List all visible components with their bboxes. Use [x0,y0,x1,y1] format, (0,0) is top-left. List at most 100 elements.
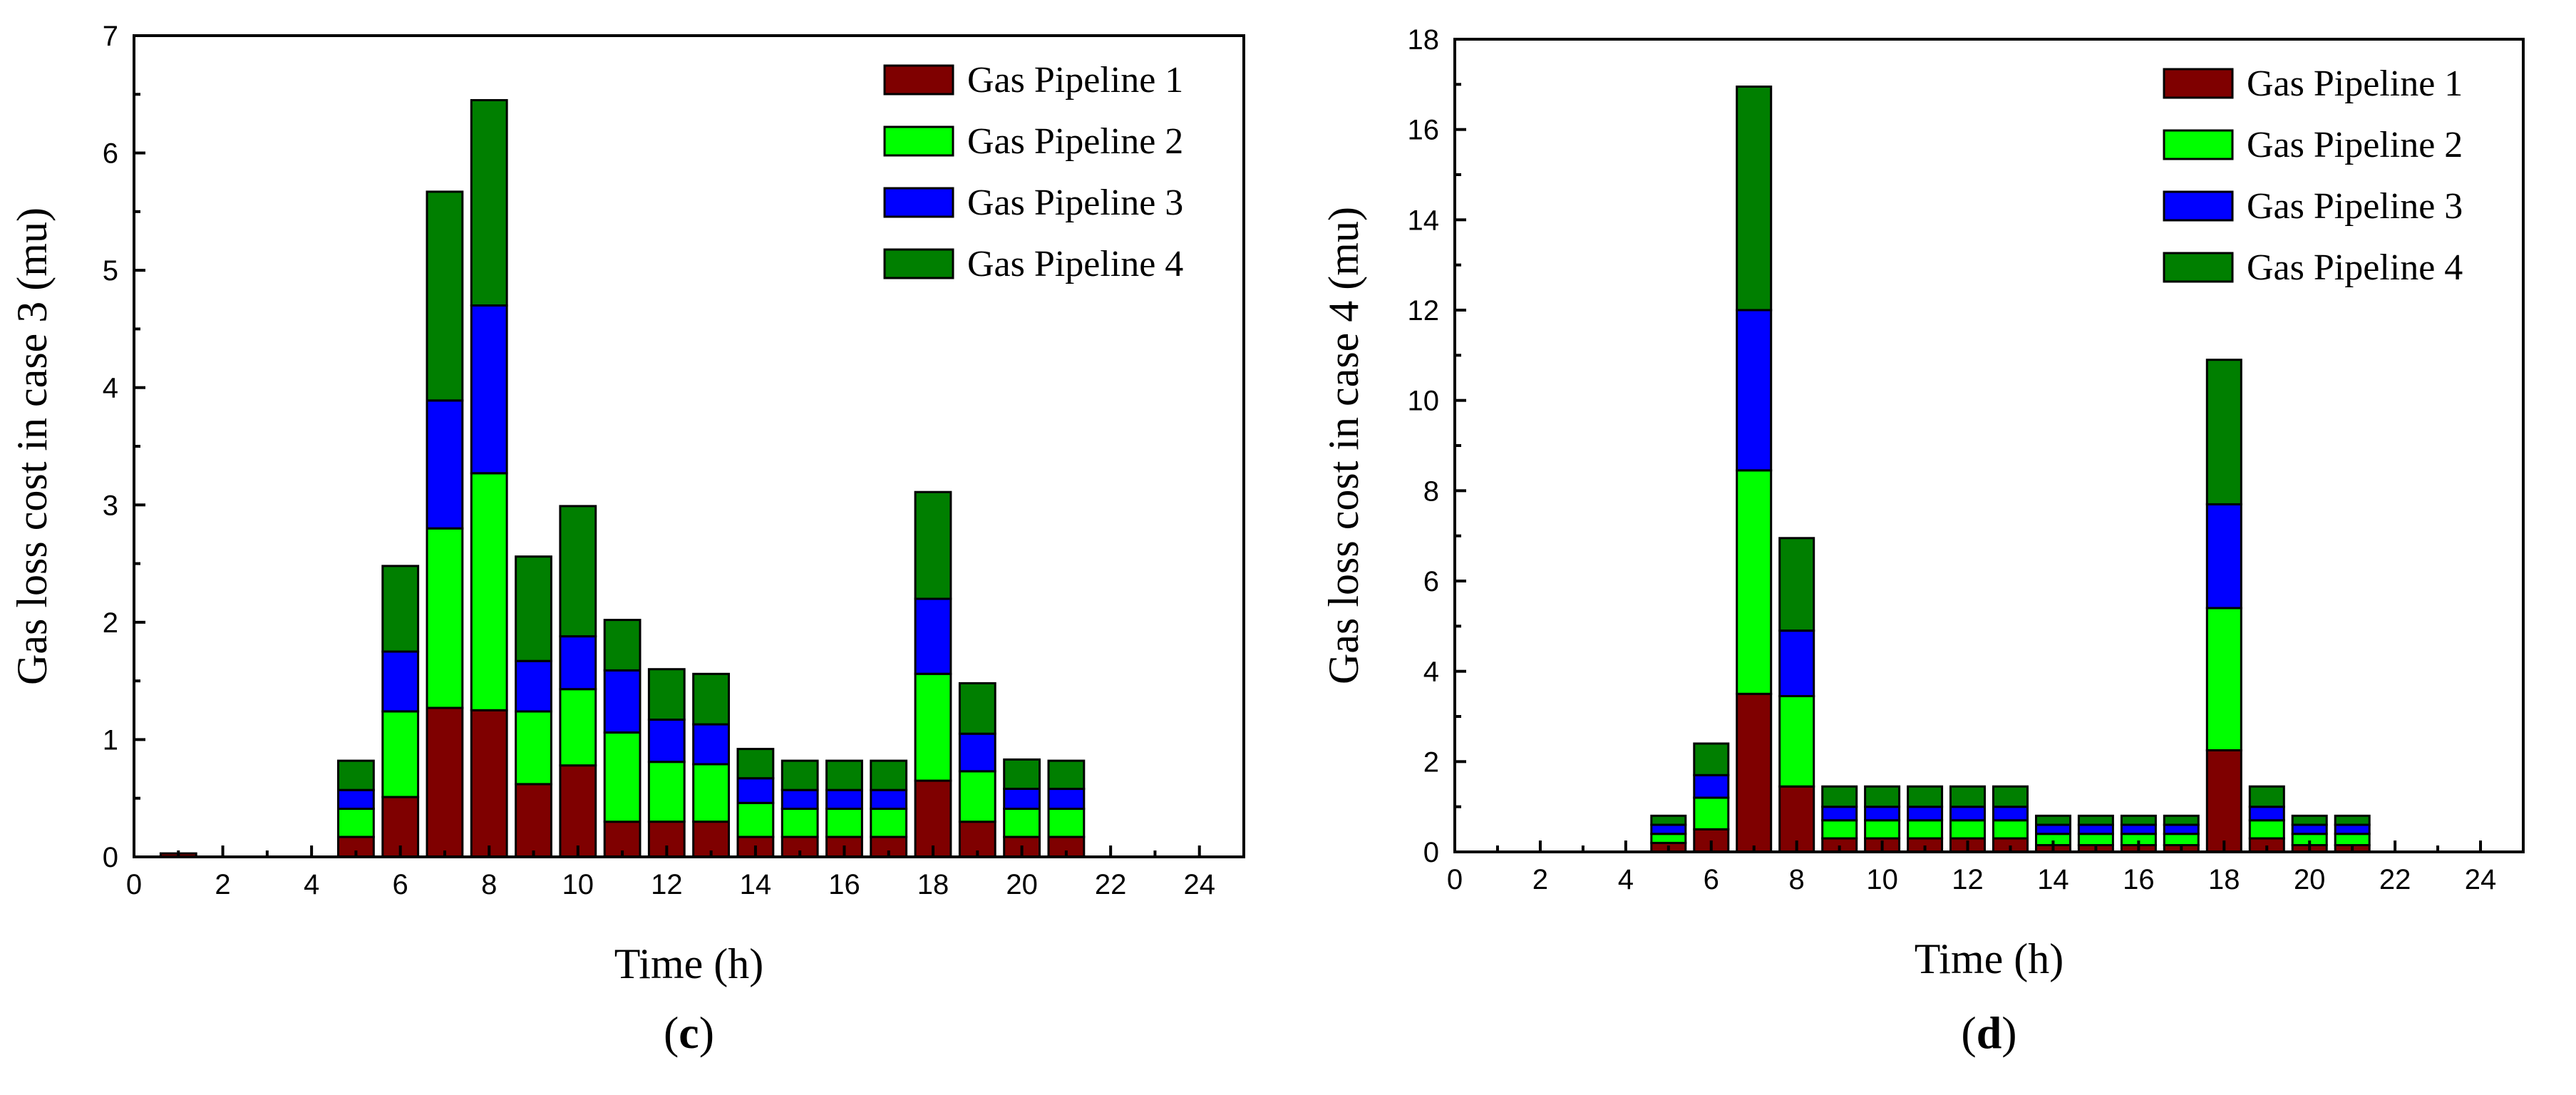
x-axis: 0 2 4 6 8 10 12 14 16 18 20 22 24 [1447,840,2496,895]
bar-segment-t10-pipeline3 [559,635,597,691]
y-tick-label: 0 [103,842,118,873]
bar-segment-t12-pipeline4 [647,668,686,721]
bar-segment-t9-pipeline3 [515,659,552,713]
y-tick-label: 16 [1408,115,1440,146]
bar-segment-t17-pipeline4 [870,759,908,791]
bar-segment-t10-pipeline2 [559,688,597,767]
bar-segment-t5-pipeline3 [337,788,375,810]
legend-label: Gas Pipeline 2 [967,121,1183,162]
y-tick-label: 12 [1408,295,1440,327]
bar-segment-t10-pipeline3 [1864,806,1901,822]
x-tick-label: 22 [2379,864,2411,895]
bar-segment-t15-pipeline4 [2077,814,2114,826]
bar-segment-t18-pipeline2 [2205,607,2242,751]
legend-swatch [2163,129,2234,160]
legend-item: Gas Pipeline 3 [883,182,1183,223]
x-tick-label: 10 [1866,864,1898,895]
legend-swatch [2163,68,2234,99]
bar-segment-t14-pipeline2 [736,801,775,838]
bar-segment-t19-pipeline3 [958,732,996,773]
bar-segment-t10-pipeline1 [559,764,597,858]
x-tick-label: 2 [215,869,230,900]
y-axis: 0 2 4 6 8 10 12 14 16 18 [1408,24,1466,868]
bar-segment-t16-pipeline3 [2120,823,2157,836]
bar-segment-t15-pipeline2 [780,808,819,838]
bar-segment-t7-pipeline4 [1736,86,1773,312]
y-tick-label: 18 [1408,24,1440,56]
bar-segment-t13-pipeline4 [1992,785,2029,808]
bar-segment-t13-pipeline3 [1992,806,2029,822]
bar-segment-t5-pipeline2 [1650,833,1687,844]
y-tick-label: 14 [1408,205,1440,236]
bar-segment-t19-pipeline4 [2248,785,2285,808]
bar-segment-t9-pipeline4 [1821,785,1858,808]
panel-label: (d) [1961,1007,2016,1058]
bar-segment-t15-pipeline3 [2077,823,2114,836]
bar-segment-t16-pipeline4 [825,759,863,791]
legend-label: Gas Pipeline 3 [2247,186,2463,227]
x-tick-label: 20 [2294,864,2326,895]
x-tick-label: 20 [1006,869,1038,900]
legend-swatch [2163,190,2234,222]
bar-segment-t17-pipeline3 [2163,823,2200,836]
bar-segment-t6-pipeline4 [381,565,420,653]
bar-segment-t18-pipeline1 [2205,749,2242,853]
bar-segment-t9-pipeline1 [515,783,552,858]
bar-segment-t12-pipeline3 [647,719,686,764]
legend-label: Gas Pipeline 4 [967,244,1183,284]
legend-item: Gas Pipeline 2 [2163,125,2463,165]
bar-segment-t20-pipeline3 [2291,823,2328,836]
bar-segment-t21-pipeline4 [1047,759,1086,791]
legend-label: Gas Pipeline 3 [967,182,1183,223]
bar-segment-t19-pipeline2 [2248,819,2285,840]
bar-segment-t9-pipeline4 [515,555,552,662]
bar-segment-t5-pipeline2 [337,808,375,838]
x-tick-label: 16 [2123,864,2155,895]
x-tick-label: 12 [651,869,683,900]
y-tick-label: 7 [103,21,118,52]
x-axis-label: Time (h) [1915,935,2064,982]
legend: Gas Pipeline 1 Gas Pipeline 2 Gas Pipeline… [883,60,1183,284]
bar-segment-t7-pipeline1 [1736,692,1773,853]
x-tick-label: 2 [1532,864,1548,895]
bar-segment-t12-pipeline3 [1949,806,1986,822]
bar-segment-t11-pipeline3 [1907,806,1944,822]
bar-segment-t10-pipeline4 [1864,785,1901,808]
bar-segment-t5-pipeline4 [337,759,375,791]
x-tick-label: 12 [1952,864,1984,895]
legend-label: Gas Pipeline 1 [967,60,1183,101]
bar-segment-t11-pipeline3 [603,669,642,734]
bar-segment-t6-pipeline2 [381,710,420,798]
bar-segment-t14-pipeline4 [736,748,775,780]
bar-segment-t14-pipeline4 [2035,814,2071,826]
bar-segment-t17-pipeline2 [2163,833,2200,846]
bar-segment-t19-pipeline3 [2248,806,2285,822]
bar-segment-t18-pipeline4 [2205,359,2242,505]
bar-segment-t6-pipeline4 [1693,742,1730,776]
x-tick-label: 4 [304,869,319,900]
legend-swatch [883,125,954,157]
bar-segment-t19-pipeline4 [958,682,996,735]
bar-segment-t10-pipeline2 [1864,819,1901,840]
y-tick-label: 6 [103,138,118,170]
bar-segment-t7-pipeline2 [1736,469,1773,695]
bar-segment-t21-pipeline2 [2334,833,2371,846]
bar-segment-t14-pipeline3 [2035,823,2071,836]
bar-segment-t6-pipeline3 [1693,773,1730,799]
x-tick-label: 18 [917,869,949,900]
x-tick-label: 6 [1704,864,1719,895]
x-axis-label: Time (h) [614,940,763,987]
bar-segment-t7-pipeline3 [426,399,464,530]
bar-segment-t9-pipeline2 [515,710,552,786]
bar-segment-t21-pipeline3 [2334,823,2371,836]
bar-segment-t14-pipeline3 [736,777,775,804]
bar-segment-t20-pipeline3 [1003,788,1041,810]
chart-panel-d: 0 2 4 6 8 10 12 14 16 18 20 22 24024681012141618Time… [1320,24,2525,1058]
bar-segment-t20-pipeline2 [1003,808,1041,838]
y-tick-label: 10 [1408,386,1440,417]
y-tick-label: 4 [103,373,118,404]
bar-segment-t16-pipeline2 [825,808,863,838]
bars [159,99,1086,858]
